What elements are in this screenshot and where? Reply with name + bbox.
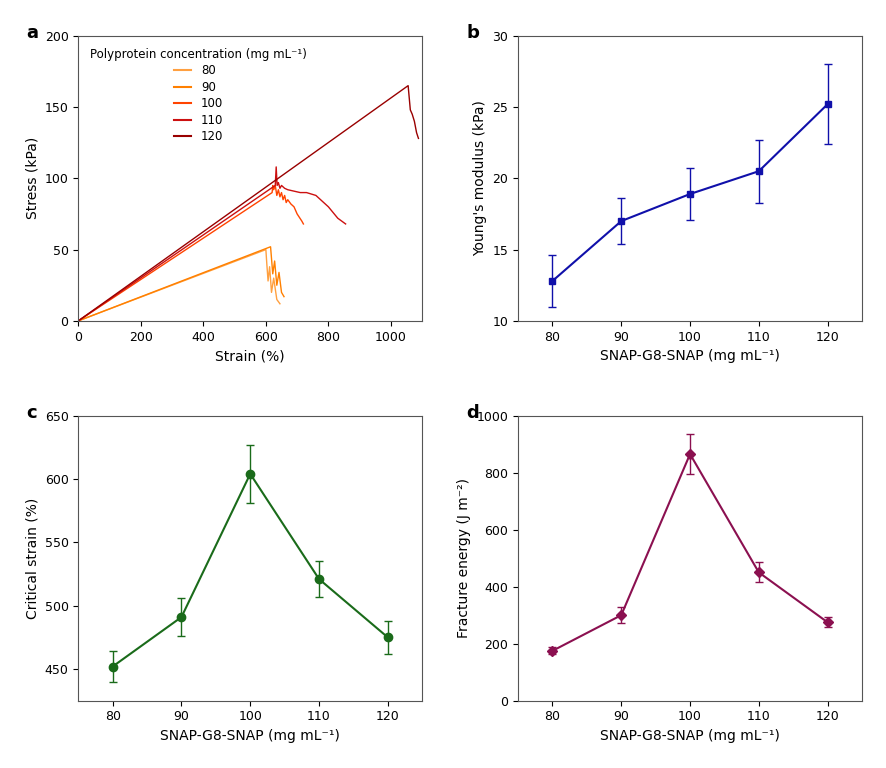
Y-axis label: Young's modulus (kPa): Young's modulus (kPa) bbox=[472, 101, 486, 257]
Text: c: c bbox=[27, 404, 37, 422]
Y-axis label: Critical strain (%): Critical strain (%) bbox=[25, 498, 39, 619]
Y-axis label: Fracture energy (J m⁻²): Fracture energy (J m⁻²) bbox=[456, 478, 470, 638]
Text: b: b bbox=[466, 25, 478, 42]
X-axis label: Strain (%): Strain (%) bbox=[215, 349, 284, 363]
Legend: 80, 90, 100, 110, 120: 80, 90, 100, 110, 120 bbox=[84, 41, 313, 149]
X-axis label: SNAP-G8-SNAP (mg mL⁻¹): SNAP-G8-SNAP (mg mL⁻¹) bbox=[600, 349, 779, 363]
Text: a: a bbox=[27, 25, 39, 42]
X-axis label: SNAP-G8-SNAP (mg mL⁻¹): SNAP-G8-SNAP (mg mL⁻¹) bbox=[600, 729, 779, 743]
Y-axis label: Stress (kPa): Stress (kPa) bbox=[25, 137, 39, 220]
Text: d: d bbox=[466, 404, 478, 422]
X-axis label: SNAP-G8-SNAP (mg mL⁻¹): SNAP-G8-SNAP (mg mL⁻¹) bbox=[160, 729, 340, 743]
